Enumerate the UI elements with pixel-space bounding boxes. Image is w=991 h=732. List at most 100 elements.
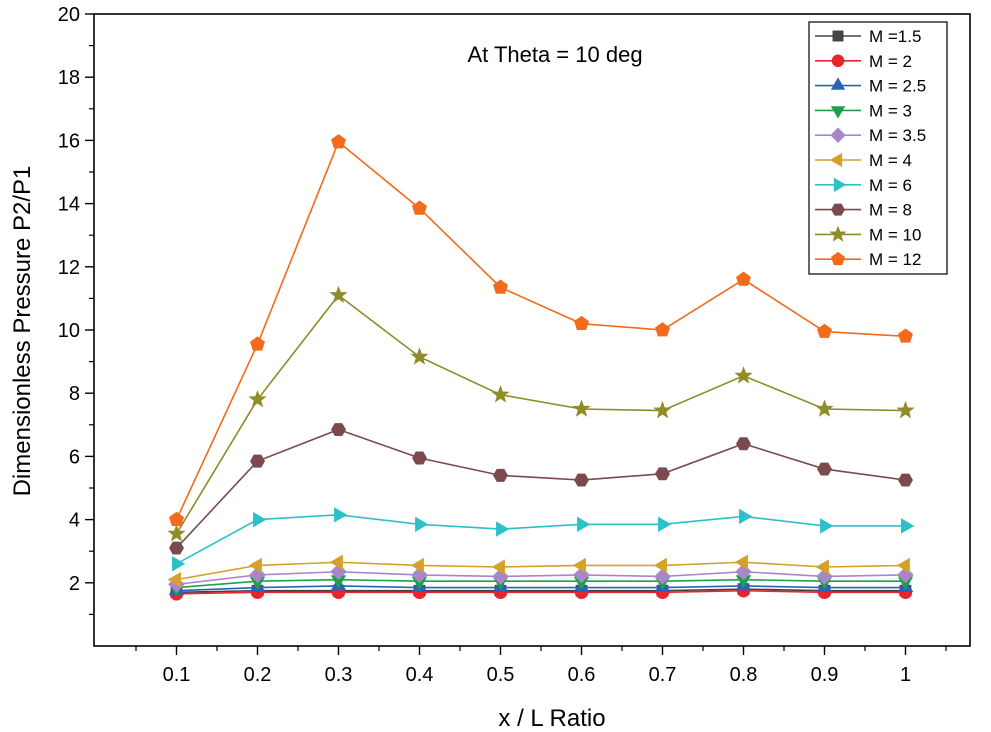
data-point: [248, 557, 262, 574]
data-point: [896, 557, 910, 574]
legend-item: M = 6: [815, 176, 912, 195]
data-point: [334, 507, 348, 523]
data-point: [410, 557, 424, 574]
series-line: [176, 561, 906, 581]
data-point: [898, 473, 913, 487]
series-line: [176, 578, 906, 589]
series-line: [176, 570, 906, 586]
series-5: [167, 554, 910, 588]
y-tick-label: 8: [69, 383, 80, 405]
data-point: [572, 557, 586, 574]
legend-marker: [831, 54, 845, 68]
data-point: [653, 557, 667, 574]
series-line: [176, 585, 906, 592]
legend-label: M = 6: [869, 176, 912, 195]
y-tick-label: 6: [69, 446, 80, 468]
series-line: [175, 294, 906, 535]
data-point: [901, 518, 915, 534]
legend-marker: [830, 127, 846, 143]
data-point: [167, 524, 186, 542]
y-tick-label: 10: [58, 320, 80, 342]
data-point: [412, 200, 427, 215]
data-point: [496, 521, 510, 537]
legend-item: M = 3.5: [815, 126, 926, 145]
x-tick-label: 0.7: [649, 664, 677, 686]
legend-label: M = 3: [869, 101, 912, 120]
data-point: [415, 516, 429, 533]
series-2: [168, 577, 914, 596]
legend-item: M = 8: [815, 201, 912, 220]
data-point: [331, 134, 346, 149]
legend-item: M = 3: [815, 101, 912, 120]
x-tick-label: 0.8: [730, 664, 758, 686]
data-point: [169, 541, 184, 555]
legend-label: M = 4: [869, 151, 912, 170]
data-point: [736, 437, 751, 451]
data-point: [896, 401, 915, 419]
legend-label: M =1.5: [869, 27, 921, 46]
x-tick-label: 1: [900, 664, 911, 686]
y-tick-label: 4: [69, 510, 80, 532]
legend-item: M = 10: [815, 225, 921, 244]
y-tick-label: 14: [58, 194, 80, 216]
x-tick-label: 0.1: [163, 664, 191, 686]
x-tick-label: 0.6: [568, 664, 596, 686]
legend-item: M = 12: [815, 250, 921, 269]
data-point: [734, 554, 748, 570]
data-point: [817, 323, 832, 338]
data-point: [253, 511, 267, 528]
data-point: [817, 462, 832, 476]
data-point: [815, 559, 829, 575]
y-tick-label: 12: [58, 257, 80, 279]
data-point: [653, 401, 672, 419]
data-point: [172, 556, 186, 572]
legend-label: M = 2.5: [869, 77, 926, 96]
legend-item: M =1.5: [815, 27, 921, 46]
series-layer: [167, 134, 915, 601]
data-point: [655, 467, 670, 481]
x-axis-title: x / L Ratio: [498, 705, 605, 732]
legend-label: M = 10: [869, 225, 921, 244]
data-point: [410, 347, 429, 365]
x-tick-label: 0.9: [811, 664, 839, 686]
data-point: [898, 328, 913, 343]
series-9: [169, 134, 913, 526]
series-6: [172, 507, 915, 572]
series-line: [176, 589, 906, 595]
legend-marker: [830, 106, 846, 119]
data-point: [739, 508, 753, 525]
series-line: [176, 514, 906, 565]
data-point: [249, 566, 266, 584]
y-tick-label: 20: [58, 4, 80, 26]
x-tick-label: 0.3: [325, 664, 353, 686]
data-point: [329, 554, 343, 570]
legend-label: M = 8: [869, 201, 912, 220]
legend-marker: [833, 177, 847, 192]
data-point: [820, 518, 834, 534]
data-point: [658, 516, 672, 533]
data-point: [574, 473, 589, 487]
data-point: [574, 315, 589, 331]
legend-marker: [830, 77, 846, 90]
series-8: [167, 285, 915, 542]
y-axis-title: Dimensionless Pressure P2/P1: [9, 166, 36, 497]
data-point: [493, 279, 508, 294]
data-point: [248, 389, 267, 408]
y-tick-label: 2: [69, 573, 80, 595]
data-point: [412, 451, 427, 465]
legend-item: M = 2: [815, 52, 912, 71]
data-point: [329, 285, 348, 303]
data-point: [815, 399, 834, 417]
legend-item: M = 4: [815, 151, 912, 170]
data-point: [491, 385, 510, 403]
data-point: [250, 454, 265, 468]
legend-label: M = 12: [869, 250, 921, 269]
axes: 2 4 6 8 10 12 14 16 18 20 0.1 0.2 0.3 0.4 0.5 0.6 0.7 0.8…: [58, 4, 947, 686]
series-0: [170, 583, 912, 599]
legend-item: M = 2.5: [815, 77, 926, 96]
legend-marker: [832, 30, 844, 42]
series-line: [176, 588, 906, 594]
data-point: [493, 468, 508, 482]
data-point: [167, 571, 181, 588]
